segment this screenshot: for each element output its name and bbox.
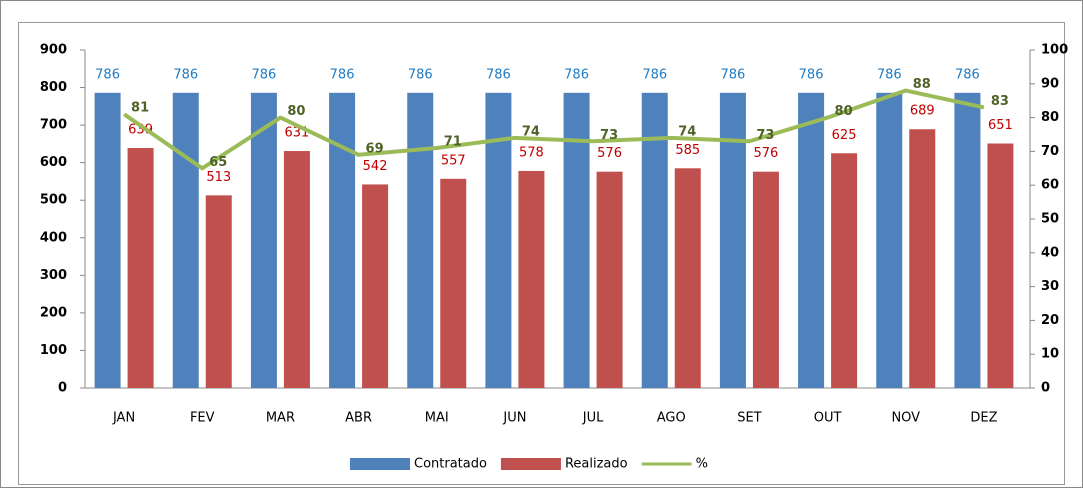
data-label: 578 xyxy=(519,145,544,160)
data-label: 513 xyxy=(206,170,231,185)
bar xyxy=(407,92,434,389)
y2-tick-label: 50 xyxy=(1041,212,1059,227)
y2-tick-label: 70 xyxy=(1041,144,1059,159)
x-tick-label: JUL xyxy=(582,411,604,426)
x-tick-label: DEZ xyxy=(970,411,997,426)
legend-label: % xyxy=(696,457,708,472)
x-tick-label: ABR xyxy=(345,411,372,426)
y-tick-label: 700 xyxy=(40,118,67,133)
bar xyxy=(798,92,825,389)
bar xyxy=(876,92,903,389)
y2-tick-label: 60 xyxy=(1041,178,1059,193)
bar xyxy=(329,92,356,389)
data-label: 786 xyxy=(252,67,277,82)
bar xyxy=(641,92,668,389)
y2-tick-label: 30 xyxy=(1041,279,1059,294)
data-label: 786 xyxy=(95,67,120,82)
data-label: 786 xyxy=(877,67,902,82)
y-tick-label: 800 xyxy=(40,80,67,95)
data-label: 71 xyxy=(444,135,462,150)
data-label: 542 xyxy=(363,159,388,174)
y2-tick-label: 80 xyxy=(1041,110,1059,125)
data-label: 74 xyxy=(522,124,540,139)
bar xyxy=(563,92,590,389)
data-label: 786 xyxy=(721,67,746,82)
x-tick-label: MAI xyxy=(425,411,449,426)
legend-label: Contratado xyxy=(414,457,487,472)
data-label: 786 xyxy=(642,67,667,82)
y-tick-label: 400 xyxy=(40,230,67,245)
bar xyxy=(283,151,310,388)
x-tick-label: NOV xyxy=(891,411,920,426)
legend-label: Realizado xyxy=(565,457,628,472)
data-label: 73 xyxy=(756,128,774,143)
legend-swatch xyxy=(350,458,410,470)
bar xyxy=(440,178,467,388)
y2-tick-label: 100 xyxy=(1041,43,1068,58)
data-label: 786 xyxy=(486,67,511,82)
data-label: 83 xyxy=(991,94,1009,109)
bar xyxy=(954,92,981,389)
data-label: 74 xyxy=(678,124,696,139)
data-label: 80 xyxy=(287,104,305,119)
y-tick-label: 600 xyxy=(40,155,67,170)
y2-tick-label: 20 xyxy=(1041,313,1059,328)
x-tick-label: AGO xyxy=(657,411,686,426)
bar xyxy=(362,184,389,388)
bar xyxy=(172,92,199,389)
x-tick-label: SET xyxy=(737,411,761,426)
x-tick-label: OUT xyxy=(814,411,842,426)
bar xyxy=(205,195,232,388)
y-tick-label: 0 xyxy=(58,381,67,396)
x-tick-label: JUN xyxy=(502,411,526,426)
data-label: 786 xyxy=(408,67,433,82)
bar xyxy=(752,171,779,388)
legend-swatch xyxy=(500,458,561,470)
data-label: 576 xyxy=(597,146,622,161)
x-tick-label: FEV xyxy=(190,411,215,426)
y-tick-label: 900 xyxy=(40,43,67,58)
data-label: 786 xyxy=(330,67,355,82)
data-label: 786 xyxy=(173,67,198,82)
data-label: 625 xyxy=(832,128,857,143)
y2-tick-label: 40 xyxy=(1041,245,1059,260)
data-label: 80 xyxy=(835,104,853,119)
data-label: 65 xyxy=(209,155,227,170)
y-tick-label: 200 xyxy=(40,305,67,320)
data-label: 576 xyxy=(754,146,779,161)
data-label: 585 xyxy=(675,143,700,158)
y-tick-label: 500 xyxy=(40,193,67,208)
data-label: 786 xyxy=(955,67,980,82)
data-label: 786 xyxy=(564,67,589,82)
data-label: 69 xyxy=(366,141,384,156)
bar xyxy=(909,129,936,388)
y2-tick-label: 0 xyxy=(1041,381,1050,396)
line xyxy=(122,88,985,171)
bar xyxy=(674,168,701,388)
data-label: 639 xyxy=(128,123,153,138)
x-tick-label: MAR xyxy=(266,411,295,426)
bar xyxy=(719,92,746,389)
y2-tick-label: 90 xyxy=(1041,76,1059,91)
data-label: 651 xyxy=(988,118,1013,133)
data-label: 81 xyxy=(131,101,149,116)
bar xyxy=(94,92,121,389)
data-label: 689 xyxy=(910,104,935,119)
y-tick-label: 300 xyxy=(40,268,67,283)
data-label: 557 xyxy=(441,153,466,168)
bar xyxy=(596,171,623,388)
data-label: 88 xyxy=(913,77,931,92)
bar xyxy=(987,143,1014,388)
bar xyxy=(831,153,858,388)
bar xyxy=(127,148,154,388)
bar xyxy=(250,92,277,389)
data-label: 786 xyxy=(799,67,824,82)
bar xyxy=(518,170,545,388)
y-tick-label: 100 xyxy=(40,343,67,358)
data-label: 73 xyxy=(600,128,618,143)
x-tick-label: JAN xyxy=(112,411,135,426)
y2-tick-label: 10 xyxy=(1041,347,1059,362)
